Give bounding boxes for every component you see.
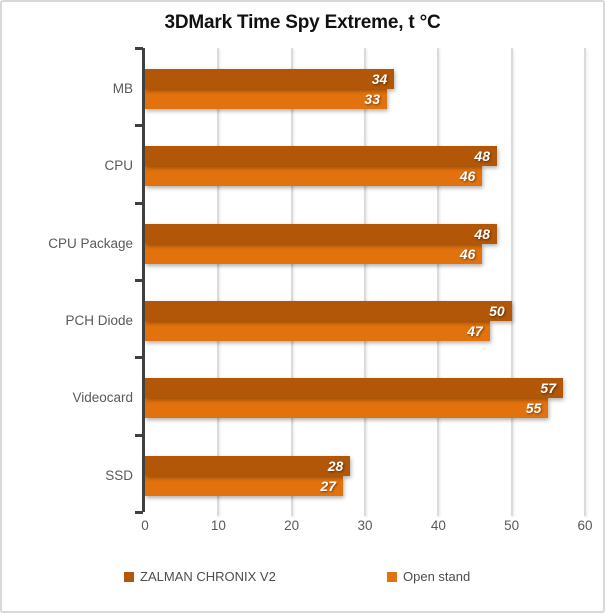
x-tick-label-50: 50 <box>504 518 520 533</box>
gridline-x-20 <box>290 48 293 516</box>
y-axis-tick <box>135 511 143 514</box>
bar-zalman-chronix-v2-mb: 34 <box>145 69 395 89</box>
bar-value-label: 55 <box>525 400 542 416</box>
gridline-x-30 <box>364 48 366 516</box>
category-label-cpu: CPU <box>104 158 133 173</box>
x-tick-label-60: 60 <box>577 518 593 533</box>
category-label-videocard: Videocard <box>72 390 133 405</box>
category-axis-labels: MB CPU CPU Package PCH Diode Videocard SSD <box>2 48 133 512</box>
category-label-mb: MB <box>112 81 133 96</box>
gridline-x-40 <box>437 48 440 516</box>
bar-open-stand-ssd: 27 <box>145 476 343 496</box>
bar-value-label: 57 <box>540 380 556 396</box>
bar-value-label: 47 <box>467 323 483 339</box>
bar-open-stand-mb: 33 <box>145 89 387 109</box>
bar-zalman-chronix-v2-pch-diode: 50 <box>145 301 512 321</box>
legend-swatch-zalman-chronix-v2 <box>124 572 134 582</box>
x-tick-label-20: 20 <box>284 518 300 533</box>
y-axis-tick <box>135 124 143 127</box>
gridline-x-50 <box>510 48 513 516</box>
plot-area: 34 33 48 46 48 46 50 47 57 55 28 27 <box>135 47 586 516</box>
bar-value-label: 27 <box>320 478 336 494</box>
y-axis-tick <box>135 356 143 359</box>
category-label-cpu-package: CPU Package <box>48 236 133 251</box>
bar-open-stand-videocard: 55 <box>145 398 549 418</box>
category-label-ssd: SSD <box>105 468 133 483</box>
y-axis-tick <box>135 47 143 50</box>
y-axis-tick <box>135 279 143 282</box>
bar-value-label: 48 <box>474 148 490 164</box>
bar-zalman-chronix-v2-ssd: 28 <box>145 456 351 476</box>
legend-label-zalman-chronix-v2: ZALMAN CHRONIX V2 <box>140 569 276 584</box>
bar-value-label: 48 <box>474 226 490 242</box>
bar-open-stand-pch-diode: 47 <box>145 321 490 341</box>
bar-open-stand-cpu-package: 46 <box>145 244 483 264</box>
y-axis-tick <box>135 434 143 437</box>
bar-value-label: 46 <box>459 168 476 184</box>
x-axis-labels: 0 10 20 30 40 50 60 <box>141 518 592 536</box>
gridline-x-60 <box>584 48 586 516</box>
x-tick-label-0: 0 <box>141 518 149 533</box>
x-tick-label-30: 30 <box>357 518 373 533</box>
legend-swatch-open-stand <box>387 572 397 582</box>
bar-zalman-chronix-v2-videocard: 57 <box>145 378 563 398</box>
gridline-x-10 <box>217 48 220 516</box>
x-tick-label-40: 40 <box>430 518 446 533</box>
x-tick-label-10: 10 <box>210 518 226 533</box>
chart-title: 3DMark Time Spy Extreme, t °C <box>164 12 441 33</box>
legend-label-open-stand: Open stand <box>403 569 471 584</box>
category-label-pch-diode: PCH Diode <box>65 313 133 328</box>
bar-value-label: 34 <box>371 71 388 87</box>
y-axis-tick <box>135 202 143 205</box>
bar-value-label: 50 <box>489 303 505 319</box>
legend-item-open-stand: Open stand <box>387 570 470 584</box>
bar-value-label: 33 <box>364 91 380 107</box>
bar-value-label: 46 <box>459 246 476 262</box>
legend-item-zalman-chronix-v2: ZALMAN CHRONIX V2 <box>124 570 276 584</box>
bar-zalman-chronix-v2-cpu: 48 <box>145 146 497 166</box>
bar-zalman-chronix-v2-cpu-package: 48 <box>145 224 497 244</box>
bar-value-label: 28 <box>327 458 344 474</box>
bar-open-stand-cpu: 46 <box>145 166 483 186</box>
y-axis-line <box>142 48 145 512</box>
